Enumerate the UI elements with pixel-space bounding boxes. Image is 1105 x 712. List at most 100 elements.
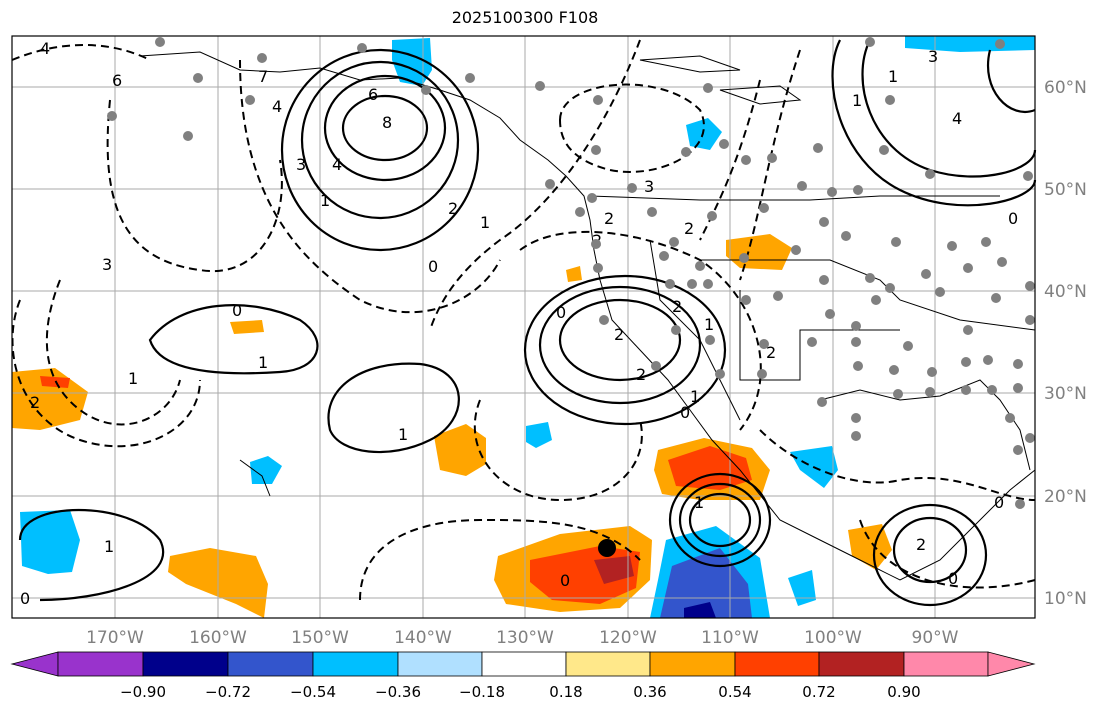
colorbar-segment	[227, 651, 314, 677]
shade-hudson-blue	[686, 118, 722, 150]
contour-label: 1	[104, 537, 114, 556]
contour-label: 0	[232, 301, 242, 320]
colorbar-tick-label: −0.72	[205, 683, 251, 701]
colorbar-segment	[649, 651, 736, 677]
contour-label: 4	[272, 97, 282, 116]
lat-axis-labels: 60°N 50°N 40°N 30°N 20°N 10°N	[1044, 78, 1087, 609]
contour-label: 2	[916, 535, 926, 554]
contour-label: 2	[672, 297, 682, 316]
contour-label: 8	[382, 113, 392, 132]
colorbar-tick-label: 0.72	[802, 683, 835, 701]
contour-label: 1	[694, 493, 704, 512]
lon-label: 140°W	[394, 628, 452, 648]
colorbar-segment	[397, 651, 483, 677]
colorbar-tick-label: −0.54	[290, 683, 336, 701]
colorbar-segment	[565, 651, 651, 677]
colorbar-tick-label: 0.36	[633, 683, 666, 701]
contour-label: 1	[852, 91, 862, 110]
lon-label: 130°W	[496, 628, 554, 648]
colorbar-ticks: −0.90 −0.72 −0.54 −0.36 −0.18 0.18 0.36 …	[120, 683, 921, 701]
shade-baja-red	[668, 446, 752, 490]
colorbar-segment	[818, 651, 905, 677]
lon-label: 120°W	[599, 628, 657, 648]
colorbar	[10, 651, 1036, 677]
contour-label: 4	[952, 109, 962, 128]
lon-label: 100°W	[804, 628, 862, 648]
contour-label: 7	[258, 67, 268, 86]
contour-label: 1	[128, 369, 138, 388]
contour-label-group: 4 6 7 8 6 4 2 1 0 3 2 1 2 0 1 2 1 0 4 3 …	[20, 39, 1018, 608]
lon-label: 170°W	[86, 628, 144, 648]
lat-label: 20°N	[1044, 487, 1087, 507]
shade-tropic-darkred	[594, 556, 634, 584]
contour-label: 1	[258, 353, 268, 372]
colorbar-tick-label: 0.54	[718, 683, 751, 701]
lat-label: 40°N	[1044, 282, 1087, 302]
shade-mid-blue	[526, 422, 552, 448]
colorbar-segment	[57, 651, 144, 677]
lon-label: 160°W	[189, 628, 247, 648]
contour-label: 1	[690, 387, 700, 406]
contour-label: 3	[644, 177, 654, 196]
contour-label: 1	[704, 315, 714, 334]
contour-label: 3	[928, 47, 938, 66]
lat-label: 30°N	[1044, 384, 1087, 404]
colorbar-tick-label: −0.18	[459, 683, 505, 701]
shade-pacific-blue-small	[788, 570, 816, 606]
contour-label: 4	[332, 155, 342, 174]
lon-label: 150°W	[291, 628, 349, 648]
contour-label: 2	[30, 393, 40, 412]
contour-label: 0	[1008, 209, 1018, 228]
contour-label: 1	[398, 425, 408, 444]
shade-mexico-navy	[684, 602, 716, 618]
contour-label: 1	[320, 191, 330, 210]
contour-label: 2	[614, 325, 624, 344]
contour-label: 2	[448, 199, 458, 218]
colorbar-tick-label: 0.18	[549, 683, 582, 701]
station-dots	[107, 37, 1035, 509]
colorbar-high-extend	[987, 651, 1036, 677]
lon-label: 90°W	[912, 628, 959, 648]
colorbar-segment	[734, 651, 820, 677]
storm-center-marker	[598, 539, 616, 557]
shade-sw-blue	[20, 510, 80, 574]
lat-label: 50°N	[1044, 180, 1087, 200]
shade-pacific-small-orange	[230, 320, 264, 334]
contour-label: 2	[604, 209, 614, 228]
contour-label: 3	[296, 155, 306, 174]
contour-label: 2	[766, 343, 776, 362]
lon-axis-labels: 170°W 160°W 150°W 140°W 130°W 120°W 110°…	[86, 628, 959, 648]
colorbar-low-extend	[10, 651, 59, 677]
contour-label: 0	[428, 257, 438, 276]
colorbar-segment	[481, 651, 567, 677]
contour-label: 2	[684, 219, 694, 238]
contour-label: 6	[112, 71, 122, 90]
contour-label: 0	[556, 303, 566, 322]
colorbar-segment	[903, 651, 989, 677]
colorbar-segment	[312, 651, 399, 677]
contour-label: 0	[20, 589, 30, 608]
colorbar-tick-label: −0.90	[120, 683, 166, 701]
map-background	[12, 36, 1035, 618]
contour-label: 0	[560, 571, 570, 590]
lon-label: 110°W	[701, 628, 759, 648]
shade-hawaii-blue	[250, 456, 282, 484]
contour-label: 0	[994, 493, 1004, 512]
map-frame	[11, 35, 1036, 619]
contour-label: 1	[480, 213, 490, 232]
shade-pacific-orange-left	[12, 368, 88, 430]
colorbar-segment	[142, 651, 229, 677]
map-title: 2025100300 F108	[451, 8, 599, 27]
shade-mid-orange	[434, 424, 486, 476]
contour-label: 1	[888, 67, 898, 86]
contour-label: 3	[102, 255, 112, 274]
contour-label: 0	[948, 569, 958, 588]
graticule	[12, 36, 1035, 618]
contour-label: 4	[40, 39, 50, 58]
shade-caribbean-orange	[848, 524, 892, 570]
lat-label: 60°N	[1044, 78, 1087, 98]
contour-label: 2	[636, 365, 646, 384]
colorbar-tick-label: 0.90	[887, 683, 920, 701]
colorbar-tick-label: −0.36	[375, 683, 421, 701]
